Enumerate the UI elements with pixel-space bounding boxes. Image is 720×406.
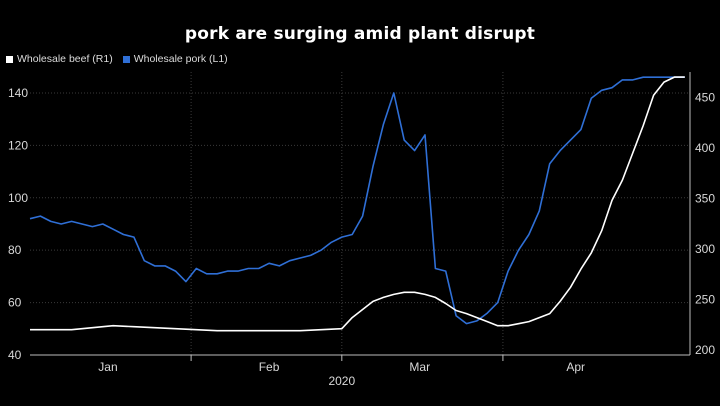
- legend-label-pork: Wholesale pork (L1): [133, 53, 228, 65]
- legend-swatch-beef: [6, 55, 13, 63]
- legend-label-beef: Wholesale beef (R1): [17, 53, 113, 65]
- right-tick-label: 300: [695, 242, 715, 256]
- legend-swatch-pork: [122, 55, 130, 63]
- gridlines: [30, 72, 690, 356]
- chart-title: pork are surging amid plant disrupt: [184, 24, 536, 44]
- left-tick-label: 100: [8, 191, 28, 205]
- left-tick-label: 40: [8, 348, 22, 362]
- series-line-beef: [30, 76, 685, 332]
- legend-item-pork: Wholesale pork (L1): [122, 53, 228, 65]
- tick-labels: 40 60 80 100 120 140 200 250 300 350 400 450 Jan Feb M…: [8, 86, 715, 388]
- right-tick-label: 450: [695, 90, 715, 104]
- right-tick-label: 400: [695, 141, 715, 155]
- right-tick-label: 200: [695, 343, 715, 357]
- series: [29, 76, 685, 332]
- left-tick-label: 120: [8, 138, 28, 152]
- legend-item-beef: Wholesale beef (R1): [6, 53, 113, 65]
- x-tick-label: Jan: [98, 360, 117, 374]
- legend: Wholesale beef (R1) Wholesale pork (L1): [6, 53, 228, 65]
- x-year-label: 2020: [328, 374, 355, 388]
- right-tick-label: 350: [695, 191, 715, 205]
- left-tick-label: 60: [8, 296, 22, 310]
- left-tick-label: 80: [8, 243, 22, 257]
- series-line-pork: [29, 76, 685, 325]
- x-tick-label: Feb: [259, 360, 280, 374]
- x-tick-label: Mar: [409, 360, 430, 374]
- x-tick-label: Apr: [566, 360, 585, 374]
- right-tick-label: 250: [695, 292, 715, 306]
- left-tick-label: 140: [8, 86, 28, 100]
- axes: [30, 72, 691, 361]
